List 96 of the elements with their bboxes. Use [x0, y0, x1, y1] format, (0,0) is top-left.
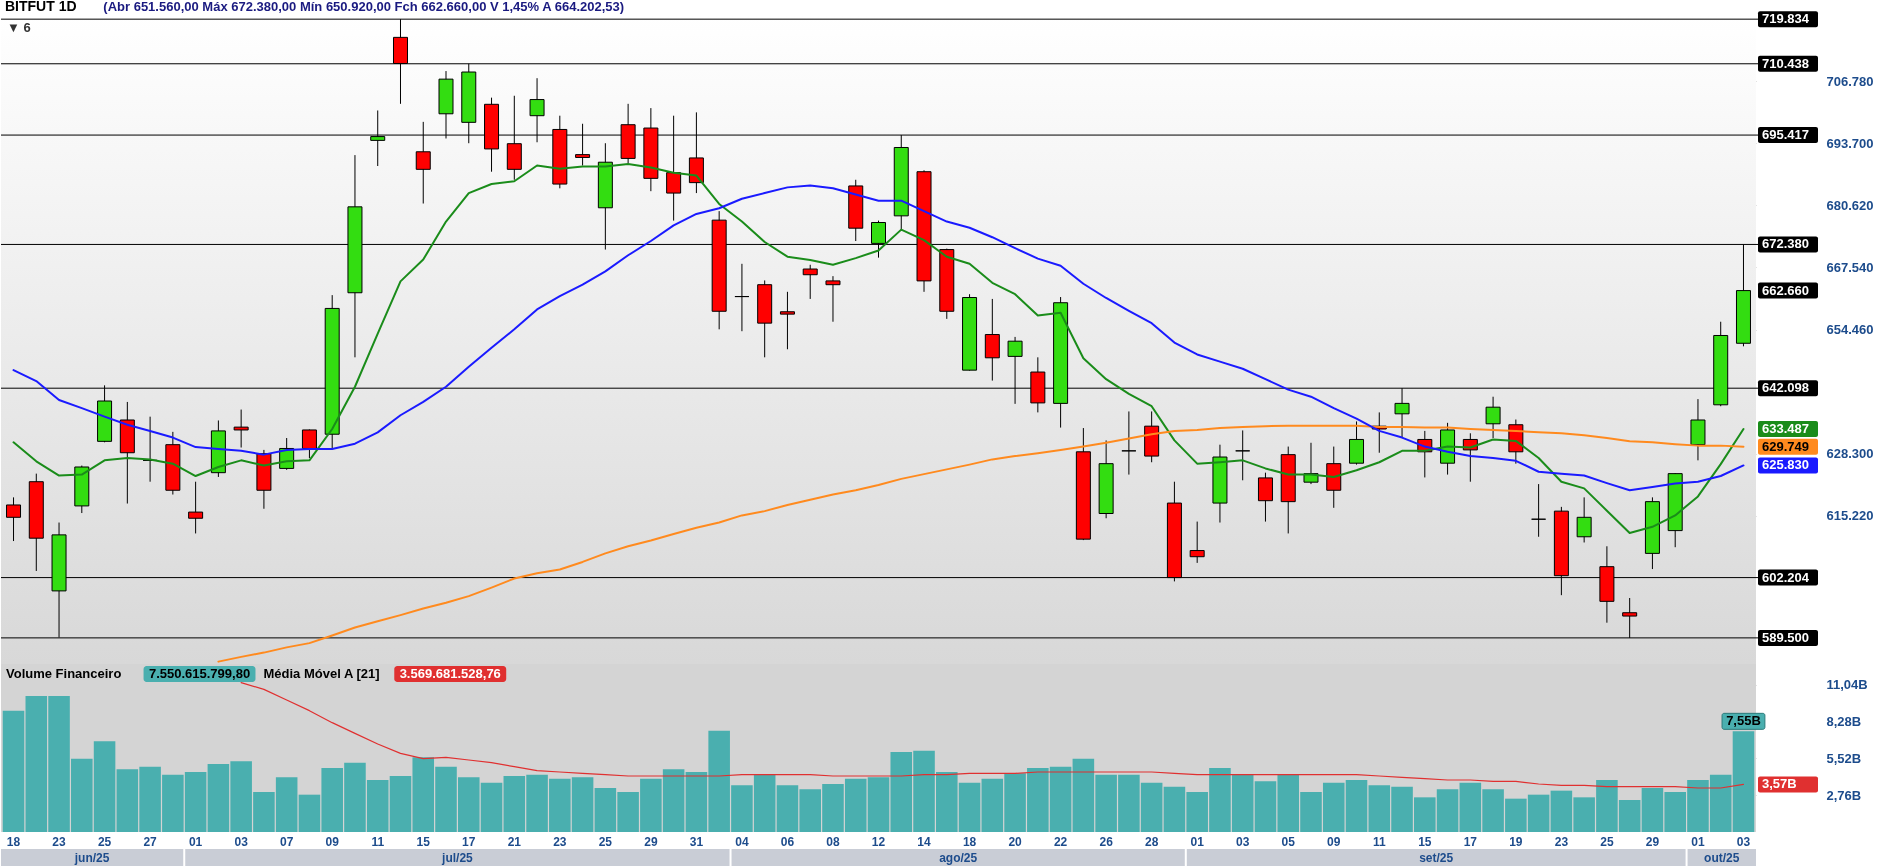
y-tick-label: 11,04B — [1826, 677, 1868, 693]
x-tick-label: 27 — [143, 834, 158, 849]
ref-line-label: 602.204 — [1762, 569, 1810, 585]
x-tick-label: 15 — [1418, 834, 1432, 849]
x-tick-label: 05 — [1281, 834, 1296, 849]
x-tick-label: 12 — [871, 834, 886, 849]
y-tick-label: 2,76B — [1826, 787, 1862, 803]
x-tick-label: 17 — [1463, 834, 1478, 849]
x-tick-label: 23 — [52, 834, 67, 849]
candlestick — [301, 428, 317, 459]
x-tick-label: 11 — [1372, 834, 1386, 849]
x-tick-label: 09 — [1327, 834, 1341, 849]
text: set/25 — [1419, 850, 1454, 865]
x-tick-label: 04 — [735, 834, 749, 849]
data-label: 3,57B — [1762, 776, 1797, 792]
x-tick-label: 03 — [1736, 834, 1751, 849]
candlestick — [1485, 396, 1501, 439]
candlestick — [984, 298, 1000, 382]
y-tick-label: 706.780 — [1826, 73, 1874, 89]
x-tick-label: 07 — [279, 834, 294, 849]
ref-line-label: 719.834 — [1762, 11, 1810, 27]
x-tick-label: 21 — [507, 834, 522, 849]
chart-title: BITFUT 1D — [5, 0, 77, 14]
x-tick-label: 06 — [780, 834, 795, 849]
y-tick-label: 8,28B — [1826, 714, 1862, 730]
x-tick-label: 25 — [1600, 834, 1614, 849]
candlestick — [1531, 483, 1547, 538]
candlestick — [779, 291, 795, 350]
data-label: 629.749 — [1762, 438, 1809, 454]
x-tick-label: 03 — [1236, 834, 1250, 849]
x-tick-label: 25 — [598, 834, 613, 849]
x-tick-label: 18 — [6, 834, 21, 849]
line-series — [217, 424, 1745, 663]
candlestick — [825, 275, 841, 323]
y-tick-label: 693.700 — [1826, 135, 1874, 151]
x-tick-label: 23 — [553, 834, 567, 849]
candlestick — [233, 409, 249, 449]
data-label: 7,55B — [1726, 713, 1761, 729]
text: 662.660 — [1762, 282, 1809, 298]
ref-line-label: 695.417 — [1762, 127, 1809, 143]
ref-line-label: 642.098 — [1762, 380, 1809, 396]
annotation: 3.569.681.528,76 — [399, 666, 501, 681]
x-tick-label: 01 — [188, 834, 203, 849]
x-tick-label: 28 — [1144, 834, 1159, 849]
x-tick-label: 09 — [325, 834, 340, 849]
line-series — [12, 184, 1745, 492]
candlestick — [1235, 429, 1251, 481]
series-label: Volume Financeiro — [6, 666, 122, 681]
x-tick-label: 29 — [1645, 834, 1660, 849]
x-tick-label: 11 — [371, 834, 385, 849]
ref-line-label: 672.380 — [1762, 236, 1809, 252]
x-tick-label: 31 — [689, 834, 704, 849]
data-label: 633.487 — [1762, 421, 1809, 437]
x-tick-label: 17 — [462, 834, 476, 849]
x-tick-label: 22 — [1053, 834, 1068, 849]
x-tick-label: 01 — [1190, 834, 1205, 849]
y-tick-label: 5,52B — [1826, 750, 1862, 766]
x-tick-label: 25 — [97, 834, 112, 849]
x-tick-label: 23 — [1554, 834, 1569, 849]
candlestick — [1257, 472, 1273, 523]
x-tick-label: 26 — [1099, 834, 1114, 849]
x-tick-label: 01 — [1691, 834, 1705, 849]
annotation: ▼ 6 — [7, 20, 31, 35]
y-tick-label: 615.220 — [1826, 508, 1874, 524]
text: jul/25 — [441, 850, 474, 865]
text: ago/25 — [939, 850, 978, 865]
candlestick — [1576, 496, 1592, 543]
line-series — [12, 163, 1745, 534]
x-tick-label: 19 — [1509, 834, 1523, 849]
series-label: Média Móvel A [21] — [263, 666, 380, 681]
candlestick — [6, 496, 22, 542]
x-tick-label: 08 — [826, 834, 840, 849]
x-tick-label: 15 — [416, 834, 431, 849]
x-tick-label: 20 — [1008, 834, 1023, 849]
x-tick-label: 03 — [234, 834, 249, 849]
bar — [2, 710, 25, 832]
candlestick — [1121, 410, 1137, 476]
x-tick-label: 14 — [917, 834, 932, 849]
x-tick-label: 18 — [962, 834, 977, 849]
data-label: 625.830 — [1762, 457, 1809, 473]
x-tick-label: 29 — [644, 834, 658, 849]
annotation: 7.550.615.799,80 — [148, 666, 251, 681]
text: out/25 — [1704, 850, 1740, 865]
y-tick-label: 667.540 — [1826, 259, 1874, 275]
y-tick-label: 628.300 — [1826, 446, 1874, 462]
chart-subtitle: (Abr 651.560,00 Máx 672.380,00 Mín 650.920,00 Fch 662.660,00 V 1,45% A 664.202,53) — [103, 0, 625, 14]
candlestick — [1349, 420, 1365, 466]
y-tick-label: 680.620 — [1826, 197, 1874, 213]
text: jun/25 — [73, 850, 110, 865]
candlestick — [802, 264, 818, 300]
candlestick — [188, 481, 204, 534]
candlestick — [1189, 521, 1205, 564]
ref-line-label: 589.500 — [1762, 629, 1809, 645]
y-tick-label: 654.460 — [1826, 322, 1874, 338]
ref-line-label: 710.438 — [1762, 55, 1809, 71]
candlestick — [734, 263, 750, 332]
